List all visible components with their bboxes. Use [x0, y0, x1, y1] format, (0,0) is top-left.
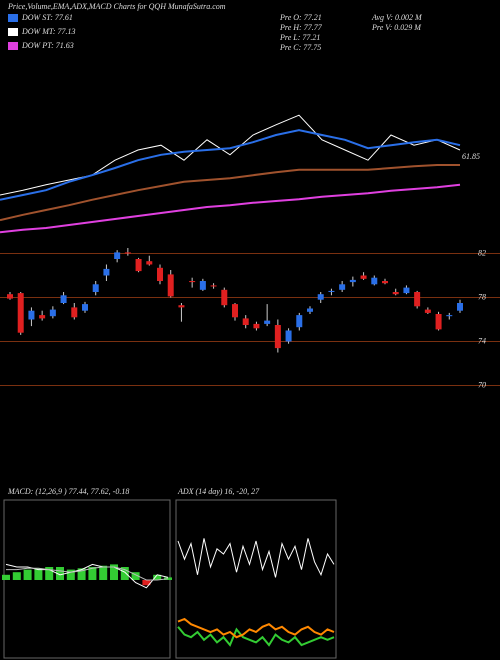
histogram-bar: [110, 564, 118, 580]
candle-body: [157, 267, 163, 281]
stat-label: Pre O: 77.21: [279, 13, 322, 22]
candle-body: [28, 310, 35, 320]
candle-body: [49, 309, 56, 317]
stat-label: Pre L: 77.21: [279, 33, 320, 42]
candle-body: [446, 315, 453, 317]
candle-body: [210, 285, 217, 287]
candle-body: [317, 294, 324, 300]
macd-label: MACD: (12,26,9 ) 77.44, 77.62, -0.18: [7, 487, 129, 496]
candle-body: [7, 294, 13, 299]
candle-body: [103, 268, 110, 276]
histogram-bar: [2, 574, 10, 580]
histogram-bar: [88, 567, 97, 580]
stat-label: Avg V: 0.002 M: [371, 13, 423, 22]
candle-body: [424, 309, 431, 313]
histogram-bar: [77, 568, 86, 580]
candle-body: [264, 320, 271, 324]
candle-body: [232, 304, 238, 318]
ema-line: [0, 164, 460, 222]
candle-body: [221, 289, 228, 306]
candle-body: [92, 284, 99, 292]
candle-body: [392, 292, 399, 295]
candle-body: [39, 315, 46, 319]
legend-swatch: [8, 28, 18, 36]
candle-body: [274, 325, 281, 349]
adx-frame: [175, 499, 337, 659]
adx-label: ADX (14 day) 16, -20, 27: [177, 487, 260, 496]
candle-body: [82, 304, 88, 311]
histogram-bar: [12, 572, 21, 580]
y-tick-label: 78: [478, 292, 486, 301]
candle-body: [349, 279, 356, 283]
histogram-bar: [99, 565, 108, 580]
histogram-bar: [131, 572, 140, 580]
adx-line: [177, 617, 335, 639]
histogram-bar: [153, 574, 162, 580]
ema-line: [0, 129, 461, 201]
candle-body: [403, 287, 410, 294]
ema-line: [0, 114, 461, 196]
macd-line: [6, 566, 169, 581]
candle-body: [360, 275, 367, 279]
candle-body: [414, 292, 421, 307]
stat-label: Pre C: 77.75: [279, 43, 321, 52]
candle-body: [339, 284, 346, 290]
candle-body: [135, 259, 142, 272]
chart-title: Price,Volume,EMA,ADX,MACD Charts for QQH…: [7, 2, 226, 11]
histogram-bar: [56, 567, 64, 580]
legend-label: DOW ST: 77.61: [21, 13, 73, 22]
histogram-bar: [142, 580, 151, 586]
histogram-bar: [34, 568, 43, 580]
candle-body: [189, 281, 196, 283]
legend-label: DOW PT: 71.63: [21, 41, 74, 50]
y-tick-label: 70: [478, 380, 486, 389]
candle-body: [199, 281, 206, 290]
candle-body: [167, 274, 174, 297]
legend-label: DOW MT: 77.13: [21, 27, 76, 36]
histogram-bar: [45, 567, 54, 580]
annotation: 61.85: [462, 152, 480, 161]
adx-line: [177, 626, 335, 647]
y-tick-label: 74: [478, 336, 486, 345]
stat-label: Pre V: 0.029 M: [371, 23, 422, 32]
histogram-bar: [66, 569, 75, 580]
candle-body: [307, 308, 313, 312]
candle-body: [382, 281, 388, 284]
candle-body: [242, 318, 249, 325]
candle-body: [114, 252, 121, 259]
candle-body: [328, 290, 335, 292]
candle-body: [178, 305, 185, 308]
candle-body: [457, 303, 463, 311]
candle-body: [435, 314, 442, 330]
ema-line: [0, 183, 461, 234]
stat-label: Pre H: 77.77: [279, 23, 323, 32]
candle-body: [71, 307, 78, 318]
legend-swatch: [8, 14, 18, 22]
histogram-bar: [120, 567, 129, 580]
legend-swatch: [8, 42, 18, 50]
candle-body: [285, 330, 292, 342]
candle-body: [146, 261, 153, 265]
candle-body: [60, 295, 67, 303]
histogram-bar: [23, 569, 32, 580]
adx-line: [177, 538, 335, 578]
candle-body: [371, 277, 378, 285]
candle-body: [253, 323, 260, 329]
candle-body: [17, 293, 24, 333]
candle-body: [124, 252, 131, 254]
candle-body: [296, 315, 303, 328]
y-tick-label: 82: [478, 248, 486, 257]
